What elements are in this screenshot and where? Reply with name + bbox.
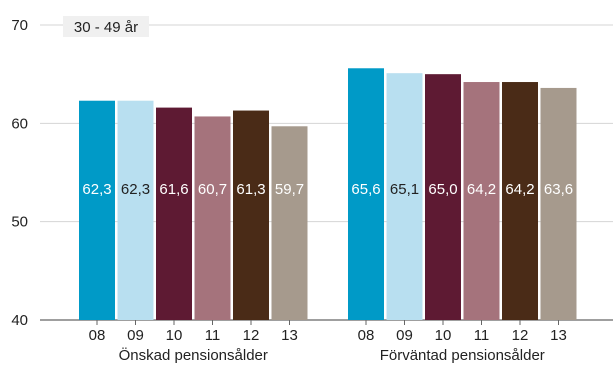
x-tick-label: 13 [281, 327, 298, 344]
bar-value-label: 59,7 [275, 181, 304, 198]
bar [233, 110, 269, 320]
y-tick-label: 60 [11, 115, 28, 132]
x-tick-label: 12 [243, 327, 260, 344]
bar [271, 126, 308, 321]
group-label: Önskad pensionsålder [119, 346, 268, 364]
bar [502, 82, 538, 321]
chart-title-box [63, 16, 149, 37]
bar-value-label: 65,6 [351, 181, 380, 198]
bar-value-label: 64,2 [467, 181, 496, 198]
bar-value-label: 64,2 [505, 181, 534, 198]
x-tick-label: 11 [205, 327, 221, 344]
x-tick-label: 08 [358, 327, 375, 344]
y-tick-label: 40 [11, 312, 28, 329]
bar-value-label: 61,6 [159, 181, 188, 198]
y-axis-ticks: 40 50 60 70 [11, 17, 28, 329]
bar [540, 87, 577, 320]
y-tick-label: 70 [11, 17, 28, 34]
bar-value-label: 65,0 [428, 181, 457, 198]
x-tick-label: 13 [550, 327, 567, 344]
x-tick-label: 09 [396, 327, 413, 344]
bar-value-label: 60,7 [198, 181, 227, 198]
bar [348, 68, 384, 321]
bar [194, 116, 231, 320]
bar-value-label: 63,6 [544, 181, 573, 198]
x-tick-label: 08 [89, 327, 106, 344]
x-tick-label: 12 [512, 327, 529, 344]
bar [425, 74, 461, 321]
bar [156, 107, 192, 320]
x-tick-label: 10 [166, 327, 183, 344]
bar [463, 82, 500, 321]
bar-value-label: 61,3 [236, 181, 265, 198]
bar-value-label: 62,3 [82, 181, 111, 198]
bar-value-label: 62,3 [121, 181, 150, 198]
bar [79, 100, 115, 320]
x-axis-ticks: 08 09 10 11 12 13 08 09 10 11 12 13 [89, 320, 567, 344]
bar [386, 73, 423, 320]
x-tick-label: 11 [474, 327, 490, 344]
bar [117, 100, 154, 320]
x-tick-label: 09 [127, 327, 144, 344]
x-tick-label: 10 [435, 327, 452, 344]
bar-value-label: 65,1 [390, 181, 419, 198]
bars: 62,3 62,3 61,6 60,7 61,3 59,7 65,6 65,1 65,0 64,2… [79, 68, 577, 321]
chart-title: 30 - 49 år [74, 19, 138, 36]
y-tick-label: 50 [11, 214, 28, 231]
group-label: Förväntad pensionsålder [380, 347, 545, 364]
group-labels: Önskad pensionsålder Förväntad pensionsål… [119, 346, 545, 364]
